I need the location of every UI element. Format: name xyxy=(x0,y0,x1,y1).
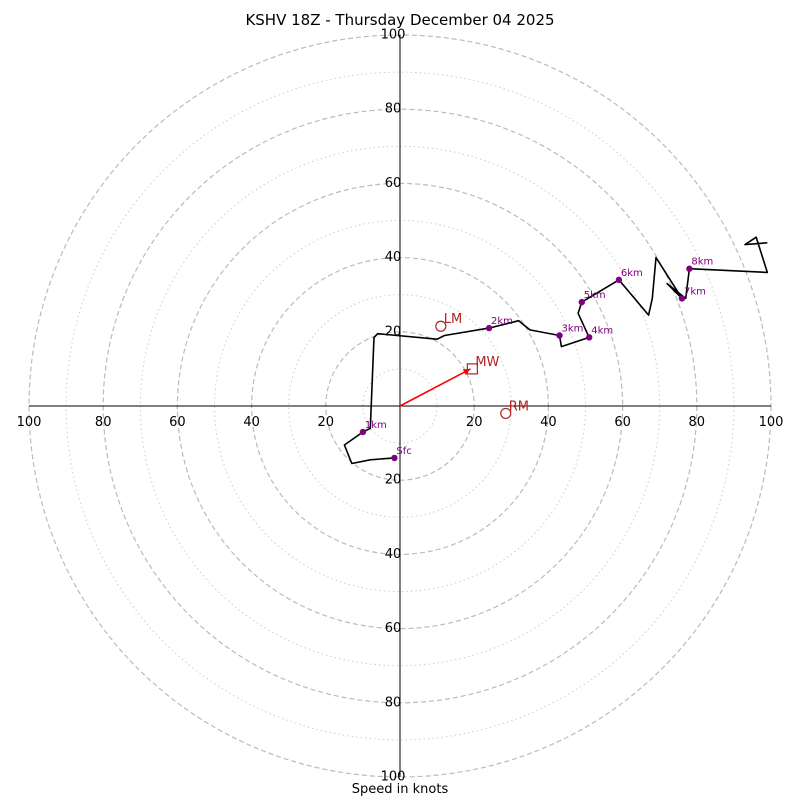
mean-wind-vector xyxy=(399,368,471,407)
height-marker-label: Sfc xyxy=(396,446,411,457)
height-marker-point xyxy=(686,265,693,272)
height-marker-label: 2km xyxy=(491,316,513,327)
storm-motion-label: LM xyxy=(444,312,462,327)
y-tick-label: 40 xyxy=(385,547,402,562)
storm-motion-marker xyxy=(435,320,447,332)
hodograph-line xyxy=(343,236,769,465)
x-tick-label: 100 xyxy=(17,415,42,430)
height-marker-point xyxy=(578,298,585,306)
height-marker-label: 6km xyxy=(621,268,643,279)
height-marker-label: 3km xyxy=(562,324,584,335)
height-marker-point xyxy=(586,334,593,341)
x-tick-label: 20 xyxy=(318,415,335,430)
x-tick-label: 40 xyxy=(243,415,260,430)
chart-title: KSHV 18Z - Thursday December 04 2025 xyxy=(245,11,555,29)
mean-wind-arrowhead xyxy=(462,368,471,375)
storm-motion-label: MW xyxy=(475,355,499,370)
height-marker-label: 8km xyxy=(691,257,713,268)
height-marker-point xyxy=(359,428,367,436)
x-tick-label: 20 xyxy=(466,415,483,430)
x-tick-label: 80 xyxy=(689,415,706,430)
y-tick-label: 20 xyxy=(385,473,402,488)
y-tick-label: 80 xyxy=(385,695,402,710)
height-marker-point xyxy=(678,295,686,302)
height-marker-label: 4km xyxy=(591,325,613,336)
height-marker-label: 1km xyxy=(365,420,387,431)
x-tick-label: 60 xyxy=(614,415,631,430)
y-tick-label: 100 xyxy=(381,28,406,43)
x-tick-label: 40 xyxy=(540,415,557,430)
y-tick-label: 60 xyxy=(385,176,402,191)
storm-motion-marker xyxy=(466,363,478,375)
y-tick-label: 40 xyxy=(385,250,402,265)
x-tick-label: 100 xyxy=(759,415,784,430)
height-marker-label: 5km xyxy=(584,290,606,301)
y-tick-label: 80 xyxy=(385,102,402,117)
height-marker-point xyxy=(391,454,398,462)
height-marker-point xyxy=(615,276,623,284)
x-tick-label: 80 xyxy=(95,415,112,430)
height-marker-point xyxy=(485,324,493,332)
x-axis-label: Speed in knots xyxy=(351,782,449,797)
storm-motion-marker xyxy=(500,407,512,420)
y-tick-label: 100 xyxy=(381,770,406,785)
y-tick-label: 20 xyxy=(385,324,402,339)
storm-motion-label: RM xyxy=(509,399,529,414)
x-tick-label: 60 xyxy=(169,415,186,430)
height-marker-label: 7km xyxy=(684,286,706,297)
y-tick-label: 60 xyxy=(385,621,402,636)
height-marker-point xyxy=(556,332,563,339)
